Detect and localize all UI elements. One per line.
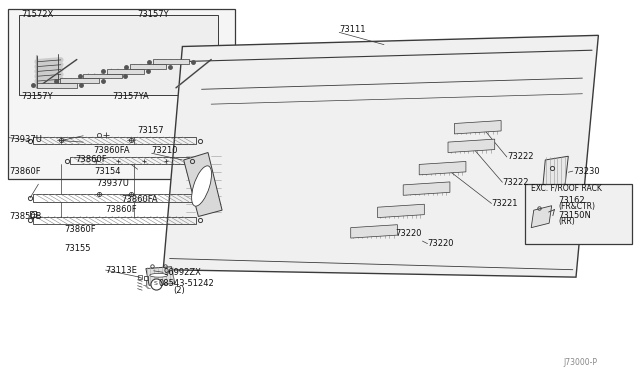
Polygon shape [83, 74, 122, 78]
Polygon shape [163, 35, 598, 277]
Text: 73150N: 73150N [559, 211, 591, 220]
Polygon shape [543, 156, 568, 188]
Text: EXC. F/ROOF RACK: EXC. F/ROOF RACK [531, 183, 602, 192]
Ellipse shape [150, 273, 168, 277]
Polygon shape [184, 153, 222, 217]
Text: (RR): (RR) [559, 217, 575, 226]
Text: 73220: 73220 [396, 229, 422, 238]
Text: 73860F: 73860F [76, 155, 107, 164]
Text: 73222: 73222 [502, 178, 529, 187]
Text: 08543-51242: 08543-51242 [159, 279, 214, 288]
Bar [19, 15, 218, 95]
Text: 73937U: 73937U [96, 179, 129, 187]
Bar [8, 9, 235, 179]
Ellipse shape [191, 166, 212, 206]
Text: 73157Y: 73157Y [21, 92, 52, 101]
Text: 73860F: 73860F [9, 167, 40, 176]
Polygon shape [153, 60, 189, 64]
Bar [525, 184, 632, 244]
Text: S: S [154, 281, 157, 286]
Text: (2): (2) [173, 286, 184, 295]
Text: 71572X: 71572X [21, 10, 53, 19]
Text: 73154: 73154 [95, 167, 121, 176]
Bar [33, 194, 196, 202]
Polygon shape [454, 121, 501, 134]
Bar [33, 217, 196, 224]
Bar [33, 137, 196, 144]
Text: 73860F: 73860F [106, 205, 137, 214]
Text: (FR&CTR): (FR&CTR) [559, 202, 596, 211]
Bar [70, 157, 189, 164]
Text: 73850B: 73850B [9, 212, 42, 221]
Polygon shape [37, 83, 77, 88]
Polygon shape [448, 139, 495, 153]
Polygon shape [146, 267, 175, 285]
Text: 73220: 73220 [428, 239, 454, 248]
Polygon shape [60, 78, 99, 83]
Text: 73221: 73221 [492, 199, 518, 208]
Text: J73000-P: J73000-P [563, 358, 597, 367]
Text: 73113E: 73113E [106, 266, 138, 275]
Text: 96992ZX: 96992ZX [163, 268, 201, 277]
Polygon shape [419, 161, 466, 175]
Text: 73230: 73230 [573, 167, 600, 176]
Polygon shape [378, 204, 424, 218]
Text: 73860F: 73860F [64, 225, 95, 234]
Text: 73860FA: 73860FA [93, 146, 129, 155]
Text: 73111: 73111 [339, 25, 365, 34]
Text: 73222: 73222 [507, 153, 533, 161]
Text: 73155: 73155 [64, 244, 90, 253]
Text: 73157YA: 73157YA [112, 92, 148, 101]
Text: 73860FA: 73860FA [122, 195, 158, 203]
Text: 73937U: 73937U [9, 135, 42, 144]
Text: 73157Y: 73157Y [138, 10, 169, 19]
Polygon shape [130, 64, 166, 69]
Text: 73162: 73162 [559, 196, 586, 205]
Polygon shape [403, 182, 450, 195]
Text: 73210: 73210 [152, 146, 178, 155]
Polygon shape [531, 206, 552, 228]
Polygon shape [106, 69, 144, 74]
Text: 73157: 73157 [138, 126, 164, 135]
Polygon shape [351, 225, 397, 238]
